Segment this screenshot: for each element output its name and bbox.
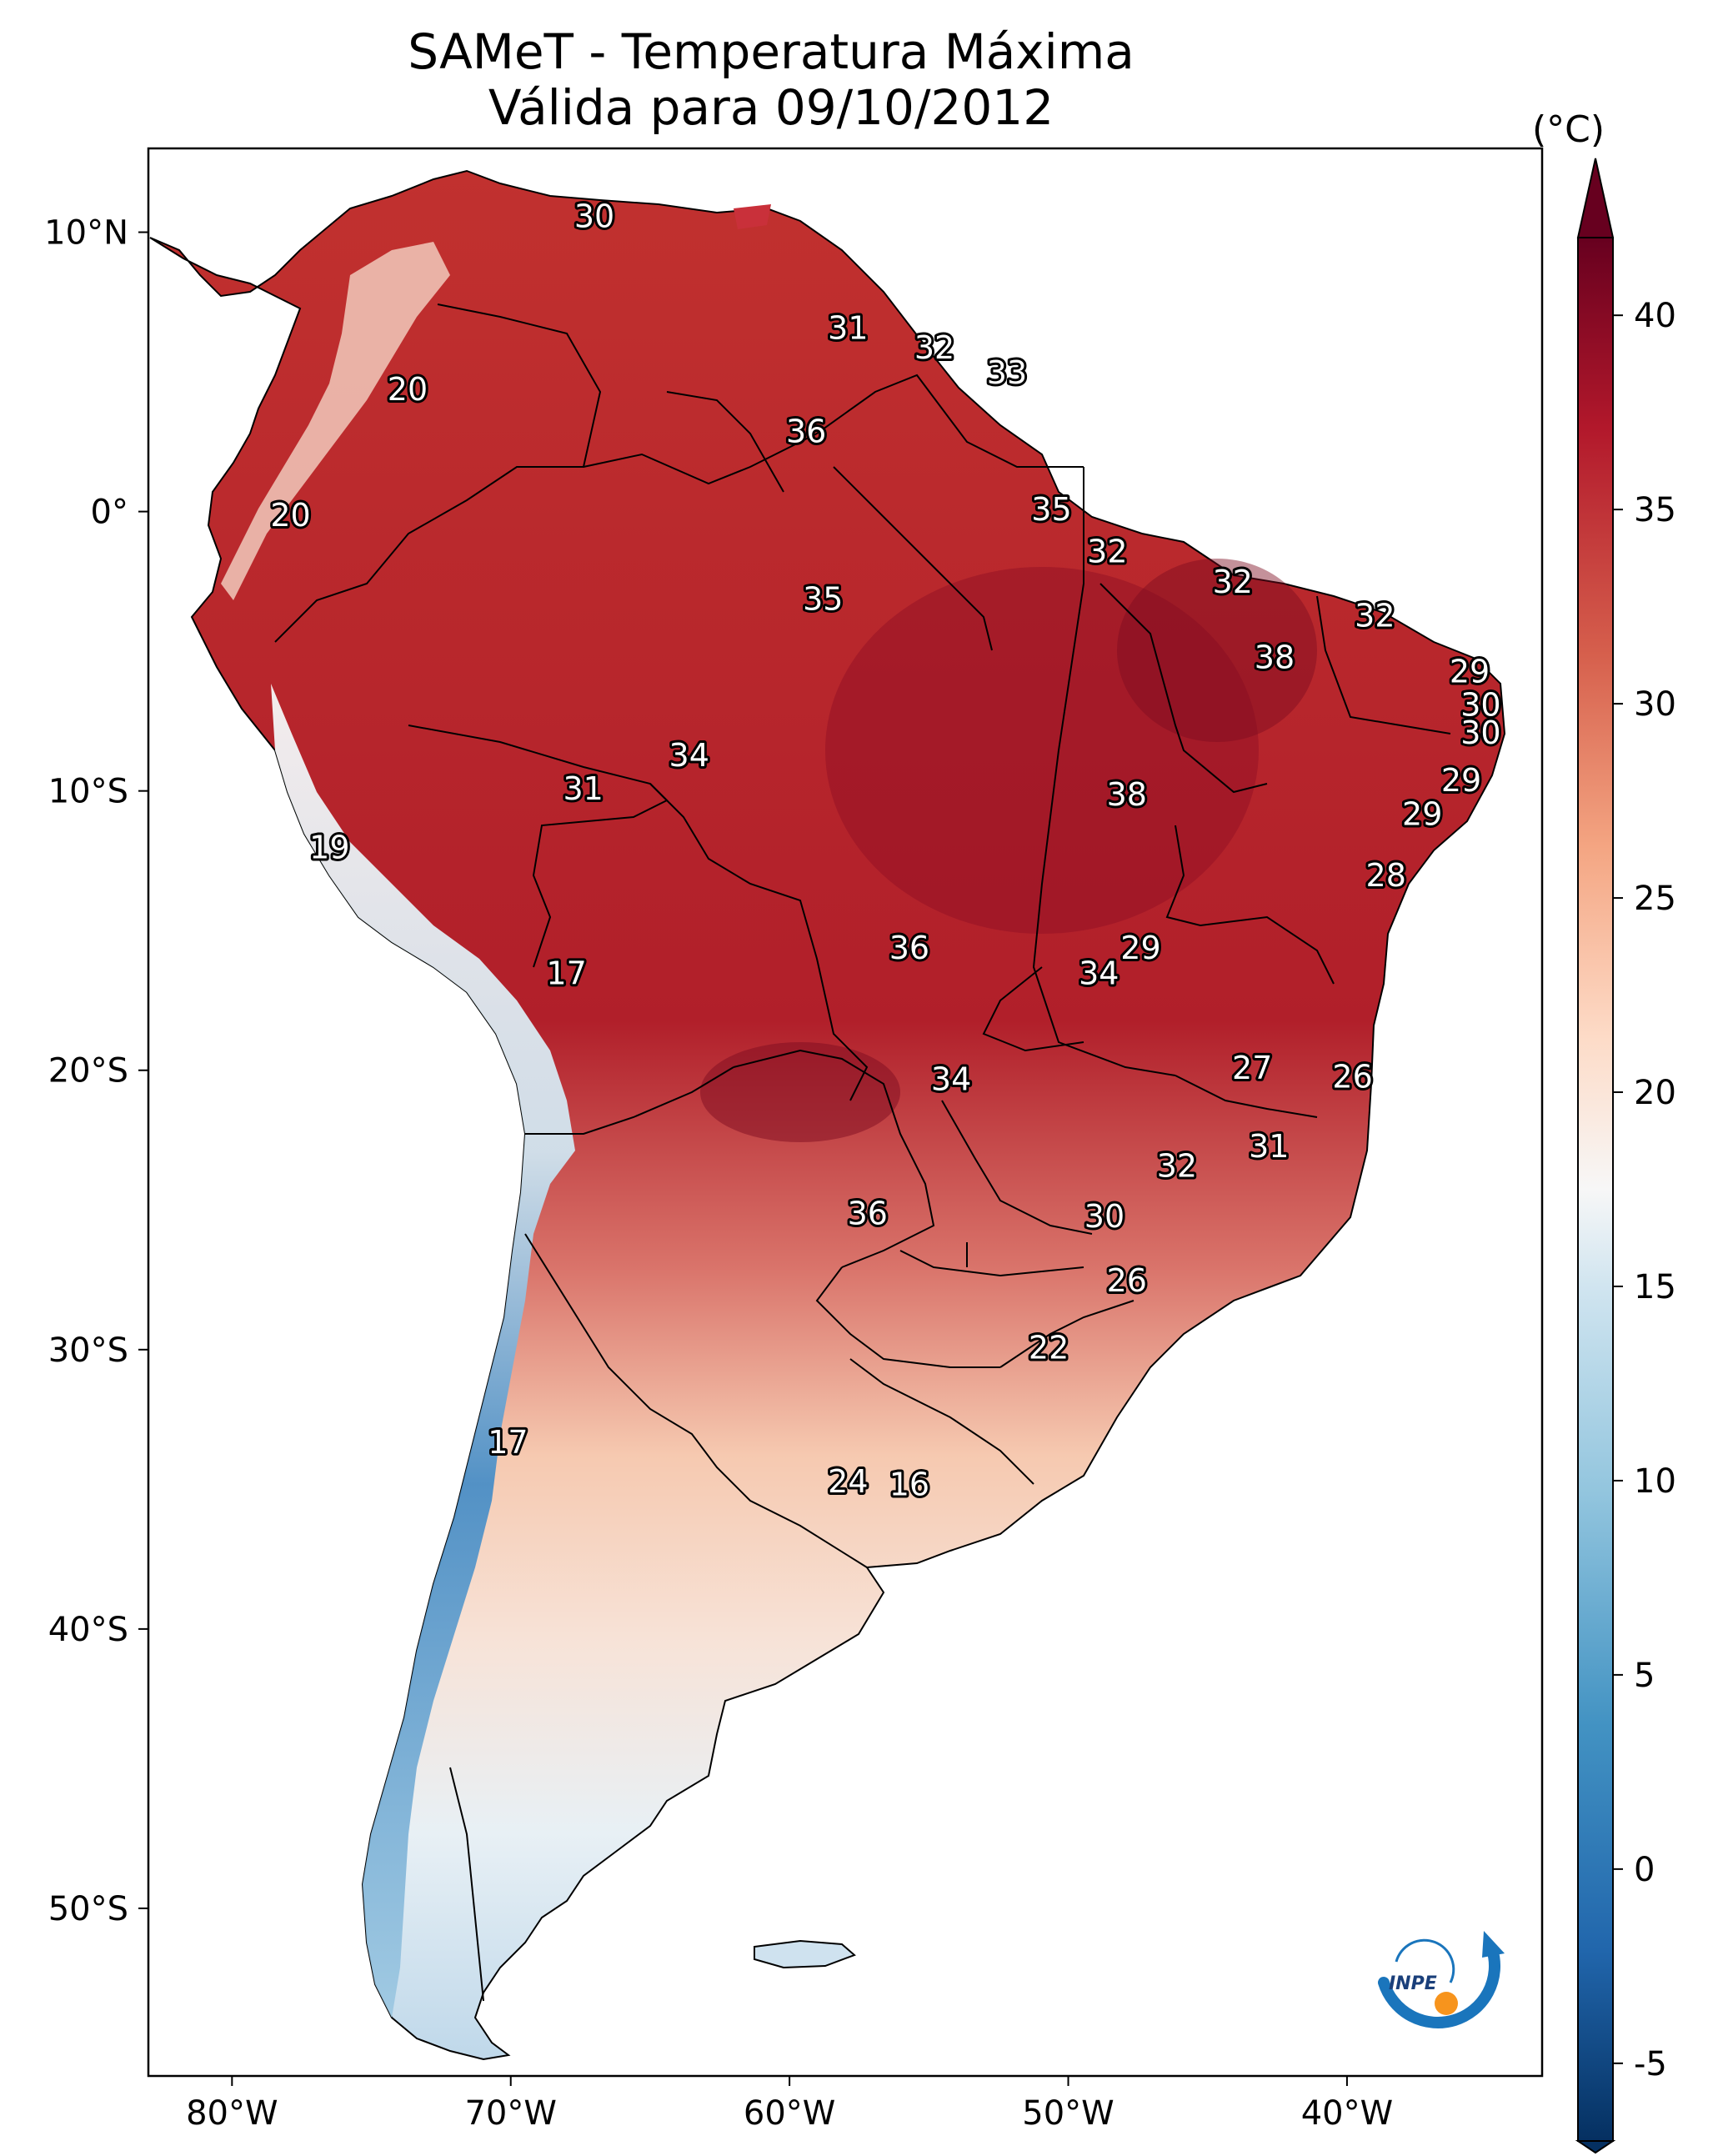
station-label: 17 [488,1424,528,1461]
station-label: 30 [574,198,614,234]
station-label: 30 [1460,687,1500,724]
station-label: 33 [987,354,1027,391]
colorbar-extend-min [1575,2140,1616,2154]
map-frame [147,147,1544,2078]
lat-tick-label: 40°S [48,1611,128,1649]
station-label: 29 [1450,653,1490,689]
lon-tick-label: 50°W [1022,2094,1114,2133]
station-label: 26 [1332,1058,1372,1095]
colorbar-gradient [1577,237,1614,2142]
station-label: 20 [270,497,310,534]
station-label: 36 [786,413,826,449]
station-label: 29 [1120,930,1160,966]
lat-tick-label: 10°N [44,214,128,253]
falkland-islands [754,1939,856,1969]
station-label: 17 [546,955,586,991]
station-label: 29 [1441,762,1481,799]
colorbar-tick-label: 25 [1634,880,1676,918]
station-label: 22 [1029,1329,1069,1366]
station-label: 32 [1087,533,1127,569]
inpe-logo: INPE [1367,1916,1509,2041]
inpe-logo-icon: INPE [1378,1931,1505,2028]
station-label: 16 [889,1466,929,1502]
lon-tick-label: 40°W [1301,2094,1393,2133]
colorbar-tick-label: 35 [1634,491,1676,529]
station-label: 31 [1249,1128,1289,1165]
lon-tick-label: 80°W [186,2094,278,2133]
colorbar-tick-label: 0 [1634,1851,1655,1889]
lat-tick-label: 10°S [48,773,128,811]
lon-tick-label: 70°W [464,2094,556,2133]
station-label: 34 [669,737,709,774]
station-label: 30 [1084,1198,1124,1235]
colorbar-tick-label: 40 [1634,297,1676,335]
andes-cold-band [271,684,575,2018]
station-label: 28 [1366,857,1406,894]
station-label: 35 [803,580,843,617]
colorbar-extend-max [1576,158,1615,238]
station-label: 34 [931,1061,971,1098]
station-label: 38 [1255,639,1295,676]
colorbar-tick-label: 15 [1634,1268,1676,1306]
heat-core [825,567,1259,934]
station-label: 24 [828,1463,868,1500]
colorbar-tick-label: 30 [1634,685,1676,724]
station-label: 31 [828,309,868,346]
lat-tick-label: 20°S [48,1052,128,1091]
station-label: 36 [889,930,929,966]
station-label: 32 [1213,564,1253,600]
caribbean-islands [734,204,771,229]
colorbar: 40 35 30 25 20 15 10 5 0 -5 [1575,158,1676,2154]
station-label: 27 [1232,1050,1272,1086]
lon-tick-label: 60°W [744,2094,835,2133]
lat-tick-label: 50°S [48,1890,128,1928]
colorbar-tick-label: 10 [1634,1462,1676,1501]
station-label: 30 [1460,714,1500,751]
lat-tick-label: 30°S [48,1331,128,1370]
station-label: 32 [914,329,954,366]
station-label: 29 [1402,795,1442,832]
chart-subtitle: Válida para 09/10/2012 [488,79,1054,136]
station-label: 20 [388,371,428,408]
station-label: 32 [1355,597,1395,634]
station-label: 34 [1079,955,1119,991]
chart-title: SAMeT - Temperatura Máxima [408,23,1134,80]
station-label: 35 [1031,491,1071,528]
colorbar-tick-label: -5 [1634,2045,1667,2083]
svg-text:INPE: INPE [1389,1973,1437,1994]
heat-core-chaco [700,1042,900,1142]
colorbar-unit: (°C) [1532,108,1605,151]
axes: 80°W 70°W 60°W 50°W 40°W 10°N 0° 10°S 20°S 30°S 40… [44,214,1393,2133]
north-andes-cool [221,242,450,600]
station-label: 19 [309,830,349,866]
colorbar-tick-label: 5 [1634,1657,1655,1695]
lat-tick-label: 0° [91,494,128,532]
country-borders [274,303,1451,2002]
station-label: 32 [1157,1148,1197,1185]
station-label: 31 [563,770,603,807]
colorbar-tick-label: 20 [1634,1074,1676,1112]
station-label: 26 [1107,1262,1147,1299]
station-label: 36 [848,1195,888,1231]
station-label: 38 [1107,776,1147,813]
land-layer [149,169,1506,2061]
